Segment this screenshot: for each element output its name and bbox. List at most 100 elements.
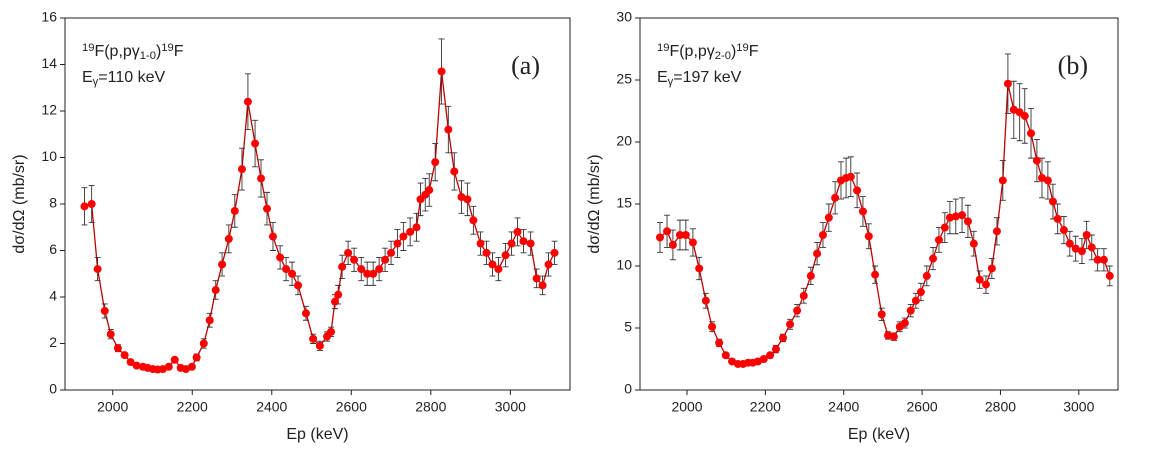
data-point [357, 265, 366, 274]
data-point [526, 239, 535, 248]
data-point [963, 217, 972, 226]
x-tick-label: 3000 [1063, 399, 1094, 415]
data-point [80, 202, 89, 211]
data-point [126, 358, 135, 367]
data-point [315, 341, 324, 350]
data-point [444, 125, 453, 134]
data-point [900, 319, 909, 328]
data-point [1105, 271, 1114, 280]
annotation-part: 19 [657, 42, 669, 54]
x-axis-label: Ep (keV) [848, 426, 910, 443]
data-point [922, 271, 931, 280]
y-tick-label: 6 [49, 241, 57, 257]
data-point [701, 296, 710, 305]
data-point [958, 211, 967, 220]
data-point [488, 260, 497, 269]
x-tick-label: 2600 [336, 399, 367, 415]
data-point [544, 260, 553, 269]
data-point [381, 255, 390, 264]
y-axis-label: dσ/dΩ (mb/sr) [11, 154, 28, 253]
data-point [889, 332, 898, 341]
data-point [766, 351, 775, 360]
data-point [779, 333, 788, 342]
data-point [799, 291, 808, 300]
data-point [519, 237, 528, 246]
data-point [1032, 156, 1041, 165]
data-point [824, 213, 833, 222]
data-point [268, 232, 277, 241]
data-point [218, 260, 227, 269]
x-tick-label: 3000 [495, 399, 526, 415]
data-point [663, 227, 672, 236]
data-point [106, 330, 115, 339]
data-point [1082, 231, 1091, 239]
annotation-part: ) [156, 43, 161, 60]
y-tick-label: 0 [624, 381, 632, 397]
data-point [224, 234, 233, 243]
data-point [911, 296, 920, 305]
data-point [818, 231, 827, 239]
y-tick-label: 2 [49, 334, 57, 350]
data-point [338, 262, 347, 271]
x-tick-label: 2200 [750, 399, 781, 415]
data-point [1099, 255, 1108, 264]
data-point [230, 206, 239, 215]
annotation: 19F(p,pγ1-0)19F [82, 42, 184, 62]
data-point [100, 306, 109, 315]
data-point [1003, 79, 1012, 88]
y-tick-label: 16 [41, 9, 57, 25]
data-point [853, 186, 862, 195]
data-point [771, 345, 780, 354]
panel-label: (b) [1058, 51, 1088, 80]
data-point [1077, 247, 1086, 256]
data-point [192, 353, 201, 362]
y-tick-label: 8 [49, 195, 57, 211]
data-point [721, 351, 730, 360]
data-point [681, 231, 690, 239]
annotation-part: F [174, 43, 184, 60]
data-point [1027, 129, 1036, 138]
data-point [113, 344, 122, 353]
data-point [786, 320, 795, 329]
data-point [940, 223, 949, 232]
data-point [688, 238, 697, 247]
data-point [715, 338, 724, 347]
data-line [84, 71, 556, 371]
annotation-part: 19 [161, 42, 173, 54]
data-point [929, 254, 938, 263]
data-point [463, 195, 472, 204]
data-point [532, 274, 541, 283]
data-point [170, 355, 179, 364]
data-point [987, 264, 996, 273]
data-point [399, 232, 408, 241]
annotation-part: F(p,pγ [669, 43, 714, 60]
data-point [276, 253, 285, 262]
x-tick-label: 2000 [671, 399, 702, 415]
data-point [813, 249, 822, 258]
data-point [992, 227, 1001, 236]
data-point [87, 200, 96, 208]
data-point [450, 167, 459, 176]
data-point [363, 269, 372, 278]
data-point [406, 227, 415, 236]
data-point [199, 339, 208, 348]
annotation: Eγ=110 keV [82, 69, 165, 88]
data-point [120, 351, 129, 360]
data-point [282, 265, 291, 274]
data-point [476, 239, 485, 248]
data-point [288, 269, 297, 278]
y-tick-label: 30 [616, 9, 632, 25]
data-point [846, 172, 855, 181]
data-point [425, 186, 434, 195]
data-point [1071, 244, 1080, 253]
data-point [205, 316, 214, 325]
data-point [877, 310, 886, 319]
data-point [759, 355, 768, 363]
data-point [864, 232, 873, 241]
y-tick-label: 14 [41, 55, 57, 71]
y-tick-label: 15 [616, 195, 632, 211]
data-point [793, 306, 802, 315]
data-point [375, 265, 384, 274]
annotation-part: F [749, 43, 759, 60]
data-point [251, 139, 260, 148]
